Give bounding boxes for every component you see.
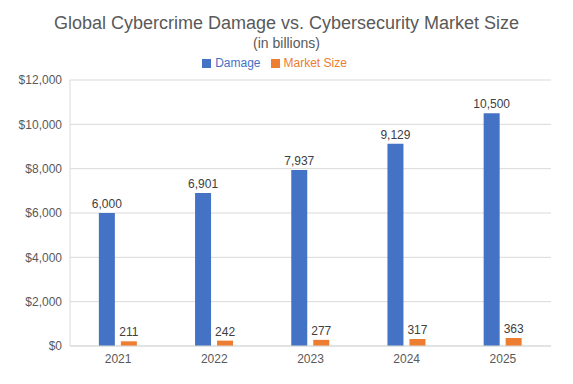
- svg-text:9,129: 9,129: [380, 128, 410, 142]
- html-text:(in billions): (in billions): [253, 35, 320, 51]
- svg-text:$8,000: $8,000: [25, 162, 62, 176]
- svg-text:$12,000: $12,000: [19, 73, 63, 87]
- html-text:Global Cybercrime Damage vs. C: Global Cybercrime Damage vs. Cybersecuri…: [53, 13, 520, 33]
- svg-text:2023: 2023: [297, 352, 324, 366]
- svg-text:277: 277: [311, 324, 331, 338]
- svg-text:211: 211: [119, 325, 138, 339]
- svg-text:$4,000: $4,000: [25, 251, 62, 265]
- svg-text:2022: 2022: [201, 352, 228, 366]
- svg-text:$2,000: $2,000: [25, 295, 62, 309]
- html-text:Market Size: Market Size: [283, 56, 347, 70]
- svg-text:$10,000: $10,000: [19, 118, 63, 132]
- svg-text:6,000: 6,000: [92, 197, 122, 211]
- svg-text:$6,000: $6,000: [25, 206, 62, 220]
- svg-text:2024: 2024: [393, 352, 420, 366]
- svg-text:2021: 2021: [105, 352, 132, 366]
- svg-text:10,500: 10,500: [473, 97, 510, 111]
- svg-text:7,937: 7,937: [284, 154, 314, 168]
- svg-text:242: 242: [215, 325, 235, 339]
- svg-text:6,901: 6,901: [188, 177, 218, 191]
- svg-text:317: 317: [407, 323, 427, 337]
- html-text:Damage: Damage: [215, 56, 261, 70]
- svg-text:2025: 2025: [490, 352, 517, 366]
- svg-text:363: 363: [504, 322, 524, 336]
- svg-text:$0: $0: [49, 339, 63, 353]
